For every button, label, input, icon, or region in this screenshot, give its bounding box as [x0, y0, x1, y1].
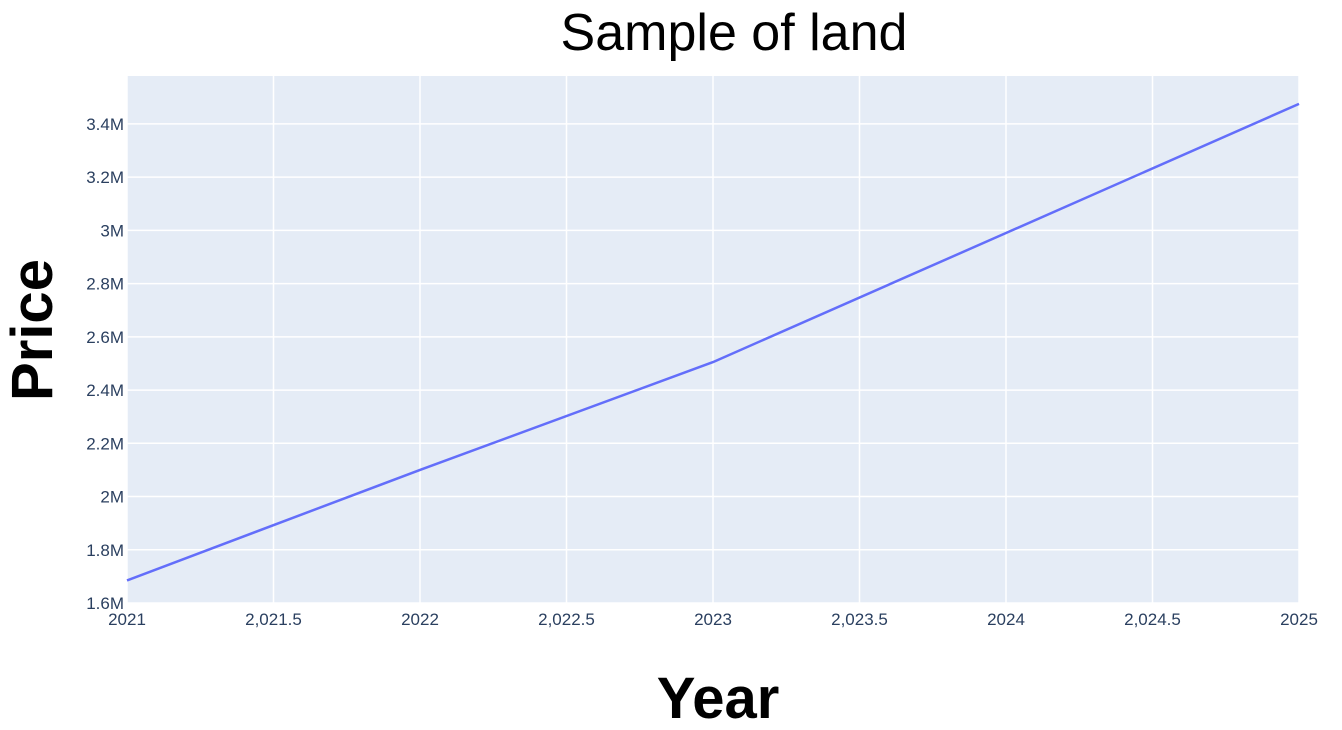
series-line	[126, 102, 1300, 582]
y-tick-label: 3M	[100, 221, 124, 240]
y-axis-title: Price	[0, 259, 65, 401]
y-tick-labels: 1.6M 1.8M 2M 2.2M 2.4M 2.6M 2.8M 3M 3.2M 3.4M	[86, 115, 124, 613]
y-tick-label: 3.2M	[86, 168, 124, 187]
x-tick-label: 2,023.5	[831, 610, 888, 629]
x-tick-label: 2025	[1280, 610, 1318, 629]
x-tick-label: 2,021.5	[245, 610, 302, 629]
y-tick-label: 3.4M	[86, 115, 124, 134]
y-tick-label: 2.4M	[86, 381, 124, 400]
x-gridlines	[126, 76, 1300, 603]
x-axis-title: Year	[657, 666, 780, 730]
chart-title: Sample of land	[561, 4, 908, 62]
y-tick-label: 2M	[100, 488, 124, 507]
x-tick-label: 2022	[401, 610, 439, 629]
y-gridlines	[127, 123, 1299, 604]
series-layer	[126, 102, 1300, 582]
x-tick-labels: 2021 2,021.5 2022 2,022.5 2023 2,023.5 2024 2,0…	[108, 610, 1318, 629]
x-tick-label: 2,024.5	[1124, 610, 1181, 629]
x-tick-label: 2023	[694, 610, 732, 629]
x-tick-label: 2021	[108, 610, 146, 629]
y-tick-label: 2.8M	[86, 275, 124, 294]
x-tick-label: 2,022.5	[538, 610, 595, 629]
y-tick-label: 1.6M	[86, 594, 124, 613]
y-tick-label: 2.2M	[86, 434, 124, 453]
y-tick-label: 1.8M	[86, 541, 124, 560]
x-tick-label: 2024	[987, 610, 1025, 629]
y-tick-label: 2.6M	[86, 328, 124, 347]
